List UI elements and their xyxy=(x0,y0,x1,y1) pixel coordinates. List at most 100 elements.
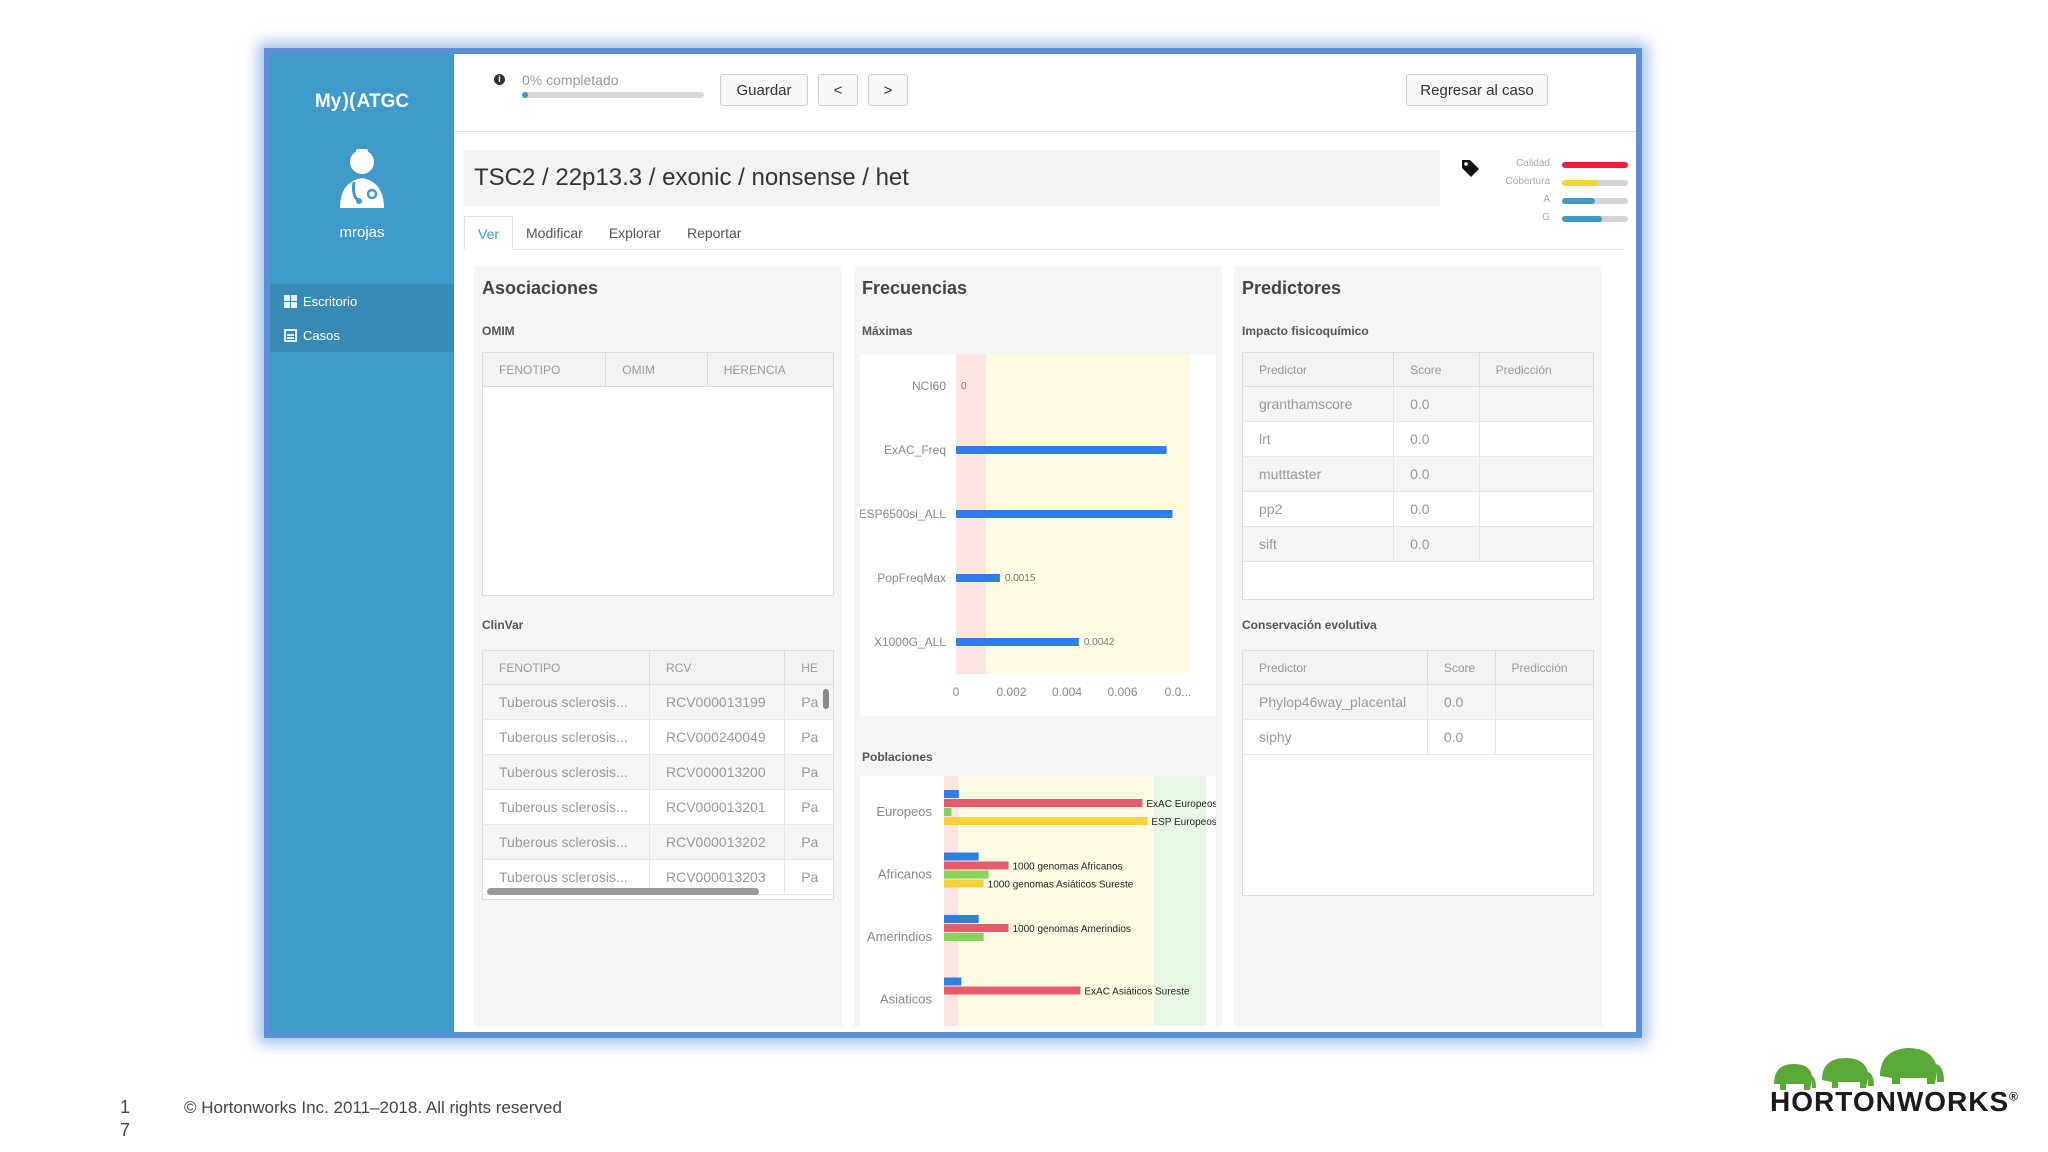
table-header: Predictor Score Predicción xyxy=(1243,651,1593,685)
x-tick-label: 0 xyxy=(953,685,960,699)
tab-reportar[interactable]: Reportar xyxy=(686,225,742,241)
column-header[interactable]: Score xyxy=(1394,353,1480,386)
table-row[interactable]: Phylop46way_placental 0.0 xyxy=(1243,685,1593,720)
data-label: 0.0015 xyxy=(1005,573,1036,584)
data-label: ESP Europeos xyxy=(1151,817,1216,828)
x-tick-label: 0.002 xyxy=(996,685,1026,699)
column-header[interactable]: FENOTIPO xyxy=(483,651,650,684)
bar xyxy=(944,852,979,861)
bar xyxy=(944,861,1009,870)
table-cell: 0.0 xyxy=(1394,527,1480,561)
impacto-table: Predictor Score Predicción granthamscore… xyxy=(1242,352,1594,600)
list-icon xyxy=(284,328,297,342)
column-header[interactable]: Score xyxy=(1428,651,1496,684)
previous-button[interactable]: < xyxy=(818,74,858,106)
maximas-chart-svg: NCI60 0 ExAC_Freq ESP6500si_ALL PopFreqMax 0.… xyxy=(859,354,1192,699)
column-header[interactable]: HE xyxy=(801,661,818,675)
table-row[interactable]: Tuberous sclerosis... RCV000013201 Pa xyxy=(483,790,833,825)
conservacion-table: Predictor Score Predicción Phylop46way_p… xyxy=(1242,650,1594,896)
column-header[interactable]: OMIM xyxy=(606,353,708,386)
table-cell: sift xyxy=(1243,527,1395,561)
dna-icon: )( xyxy=(342,90,356,112)
table-cell: siphy xyxy=(1243,720,1428,754)
tab-modificar[interactable]: Modificar xyxy=(526,225,583,241)
table-cell: Pa xyxy=(801,694,819,710)
table-row[interactable]: granthamscore 0.0 xyxy=(1243,387,1593,422)
x-tick-label: 0.0... xyxy=(1165,685,1192,699)
bar xyxy=(944,933,984,941)
table-cell: RCV000013200 xyxy=(650,755,786,789)
table-cell xyxy=(1480,492,1593,526)
page-title: TSC2 / 22p13.3 / exonic / nonsense / het xyxy=(474,164,909,191)
metric-label: Cobertura xyxy=(1505,176,1550,187)
metric-label: G xyxy=(1542,212,1550,223)
table-row[interactable]: Tuberous sclerosis... RCV000240049 Pa xyxy=(483,720,833,755)
table-row[interactable]: lrt 0.0 xyxy=(1243,422,1593,457)
table-cell: Pa xyxy=(801,729,819,745)
column-header[interactable]: Predicción xyxy=(1511,661,1568,675)
table-row[interactable]: Tuberous sclerosis... RCV000013202 Pa xyxy=(483,825,833,860)
sidebar-item-casos[interactable]: Casos xyxy=(270,318,454,352)
data-label: ExAC Europeos no finlandeses xyxy=(1146,799,1216,810)
conservacion-label: Conservación evolutiva xyxy=(1242,618,1377,632)
table-cell: RCV000240049 xyxy=(650,720,786,754)
column-header[interactable]: RCV xyxy=(650,651,786,684)
maximas-label: Máximas xyxy=(862,324,913,338)
metric-label: Calidad xyxy=(1516,158,1550,169)
table-row[interactable]: mutttaster 0.0 xyxy=(1243,457,1593,492)
asociaciones-panel: Asociaciones OMIM FENOTIPO OMIM HERENCIA… xyxy=(474,266,842,1026)
metric-fill xyxy=(1562,198,1595,204)
metric-label: A xyxy=(1543,194,1550,205)
column-header[interactable]: HERENCIA xyxy=(723,363,786,377)
table-cell xyxy=(1480,387,1593,421)
tag-icon[interactable] xyxy=(1460,158,1480,178)
sidebar-item-label: Escritorio xyxy=(303,293,358,309)
vertical-scrollbar[interactable] xyxy=(823,689,829,709)
hortonworks-elephants-logo xyxy=(1774,1048,1944,1090)
bar xyxy=(944,924,1009,932)
table-cell xyxy=(1496,720,1593,754)
maximas-chart: NCI60 0 ExAC_Freq ESP6500si_ALL PopFreqMax 0.… xyxy=(859,354,1216,716)
horizontal-scrollbar[interactable] xyxy=(487,888,759,895)
sidebar-nav: Escritorio Casos xyxy=(270,284,454,352)
clinvar-table: FENOTIPO RCV HE Tuberous sclerosis... RCV… xyxy=(482,650,834,900)
brand-logo[interactable]: My)(ATGC xyxy=(270,90,454,113)
next-button[interactable]: > xyxy=(868,74,908,106)
table-row[interactable]: siphy 0.0 xyxy=(1243,720,1593,755)
info-icon[interactable]: i xyxy=(494,74,505,85)
column-header[interactable]: Predictor xyxy=(1243,651,1428,684)
column-header[interactable]: Predicción xyxy=(1495,363,1552,377)
impacto-label: Impacto fisicoquímico xyxy=(1242,324,1369,338)
table-cell: granthamscore xyxy=(1243,387,1395,421)
data-label: 0.0042 xyxy=(1084,637,1115,648)
omim-label: OMIM xyxy=(482,324,515,338)
column-header[interactable]: FENOTIPO xyxy=(483,353,607,386)
table-row[interactable]: pp2 0.0 xyxy=(1243,492,1593,527)
table-cell: 0.0 xyxy=(1428,685,1496,719)
metric-bar xyxy=(1562,198,1628,204)
category-label: Africanos xyxy=(878,867,933,882)
category-label: Europeos xyxy=(876,804,932,819)
table-cell: Tuberous sclerosis... xyxy=(483,825,650,859)
bar xyxy=(944,817,1148,825)
username[interactable]: mrojas xyxy=(339,224,385,241)
brand-left: My xyxy=(314,91,342,112)
table-row[interactable]: sift 0.0 xyxy=(1243,527,1593,562)
table-cell: lrt xyxy=(1243,422,1395,456)
tab-explorar[interactable]: Explorar xyxy=(608,225,661,241)
metric-fill xyxy=(1562,162,1628,168)
table-row[interactable]: Tuberous sclerosis... RCV000013200 Pa xyxy=(483,755,833,790)
low-frequency-zone xyxy=(944,776,958,1026)
sidebar-item-label: Casos xyxy=(303,327,340,343)
save-button[interactable]: Guardar xyxy=(720,74,808,106)
column-header[interactable]: Predictor xyxy=(1243,353,1395,386)
logo-text: HORTONWORKS xyxy=(1770,1086,2010,1117)
table-cell: 0.0 xyxy=(1428,720,1496,754)
tab-ver[interactable]: Ver xyxy=(464,216,514,250)
back-to-case-button[interactable]: Regresar al caso xyxy=(1406,74,1548,106)
panel-title: Predictores xyxy=(1242,278,1342,298)
table-row[interactable]: Tuberous sclerosis... RCV000013199 Pa xyxy=(483,685,833,720)
poblaciones-chart: Europeos ExAC Europeos no finlandeses ESP … xyxy=(860,776,1285,1026)
sidebar-item-escritorio[interactable]: Escritorio xyxy=(270,284,454,318)
